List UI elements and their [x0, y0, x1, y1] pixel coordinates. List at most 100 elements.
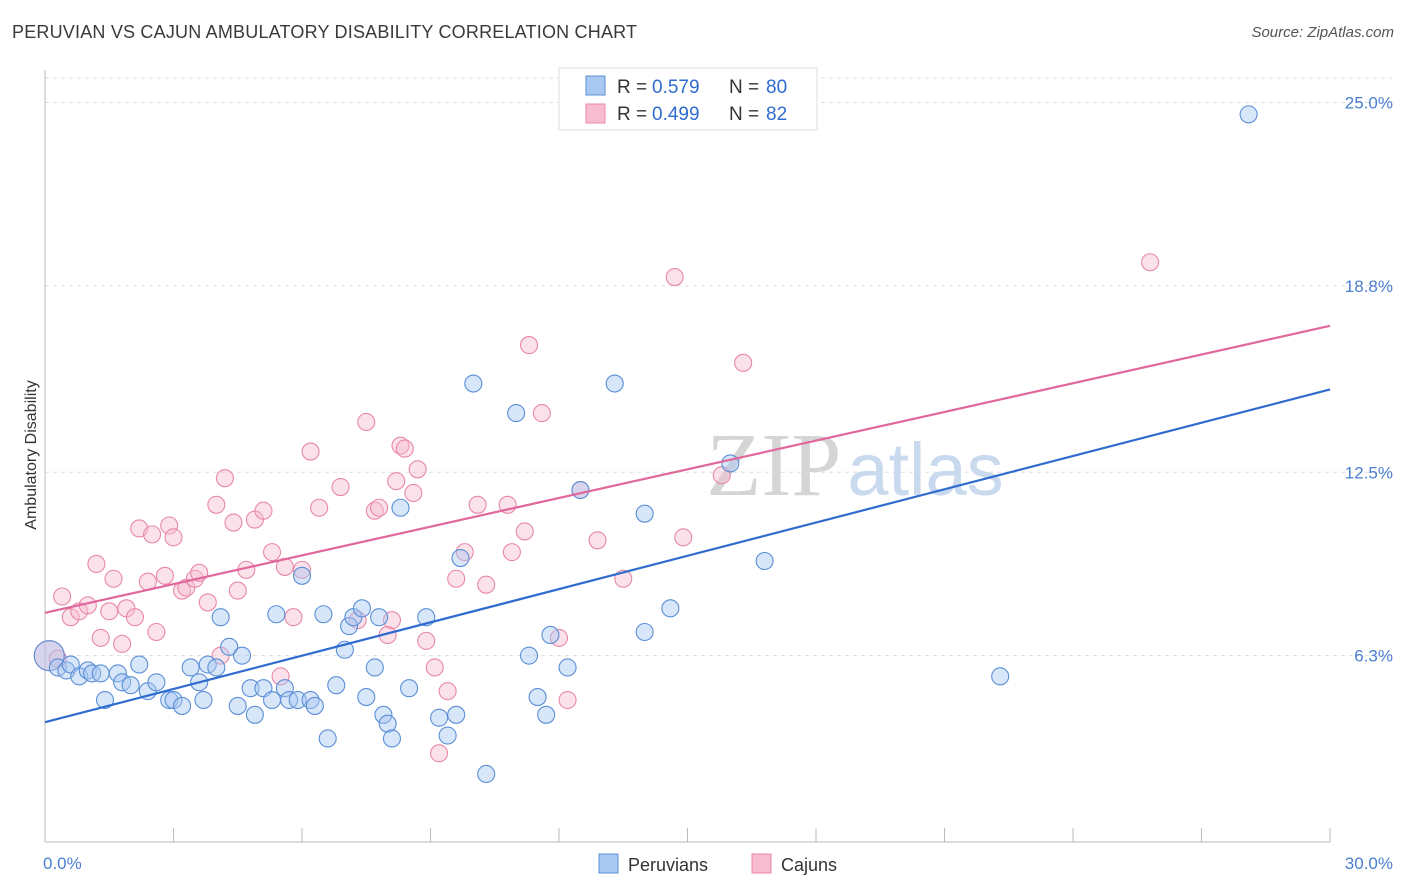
cajun-point — [310, 498, 329, 517]
peruvian-point — [464, 374, 483, 393]
peruvian-point — [173, 696, 192, 715]
legend-n-label-1: N = — [729, 77, 759, 98]
peruvian-point — [374, 705, 393, 724]
y-tick-label-0: 6.3% — [1354, 647, 1393, 666]
cajun-point — [468, 495, 487, 514]
cajun-point — [532, 404, 551, 423]
cajun-point — [301, 442, 320, 461]
peruvian-point — [292, 566, 312, 585]
peruvian-point — [275, 679, 294, 698]
peruvian-point — [352, 599, 372, 618]
axes — [44, 70, 1331, 843]
peruvian-point — [130, 655, 149, 674]
peruvian-point — [605, 374, 624, 393]
peruvian-point — [228, 696, 247, 715]
cajun-point — [125, 608, 144, 627]
cajun-point — [588, 531, 607, 550]
y-axis-label: Ambulatory Disability — [23, 380, 40, 529]
peruvian-point — [108, 664, 127, 683]
legend-r-value-2: 0.499 — [652, 104, 700, 125]
peruvian-point — [635, 504, 654, 523]
cajun-point — [417, 631, 436, 650]
peruvian-point — [370, 608, 389, 627]
cajun-point — [198, 593, 217, 612]
peruvian-point — [1239, 105, 1258, 124]
peruvian-point — [318, 729, 337, 748]
cajun-point — [408, 460, 427, 479]
watermark: ZIPatlas — [706, 416, 1003, 515]
cajun-point — [734, 353, 753, 372]
peruvian-point — [245, 705, 264, 724]
cajun-point — [113, 634, 132, 653]
peruvian-point — [507, 404, 526, 423]
peruvian-point — [400, 679, 419, 698]
y-tick-labels: 6.3% 12.5% 18.8% 25.0% — [1345, 94, 1393, 666]
peruvian-point — [232, 646, 252, 665]
peruvian-point — [33, 640, 65, 672]
cajun-point — [1141, 253, 1160, 272]
cajun-point — [143, 525, 162, 544]
x-tick-label-0: 0.0% — [43, 854, 82, 873]
cajun-point — [404, 483, 423, 503]
stats-legend: R = 0.579 N = 80 R = 0.499 N = 82 — [558, 67, 818, 131]
peruvian-point — [181, 658, 200, 677]
legend-n-value-2: 82 — [766, 104, 787, 125]
peruvian-point — [327, 676, 346, 695]
legend-swatch-peruvians — [585, 75, 606, 96]
bottom-legend-swatch-peruvians — [598, 853, 619, 874]
cajun-point — [425, 658, 444, 677]
peruvian-point — [378, 714, 397, 733]
cajun-point — [147, 622, 166, 642]
peruvian-point — [121, 676, 140, 695]
peruvian-point — [661, 599, 680, 618]
y-tick-label-3: 25.0% — [1345, 94, 1393, 113]
series-legend: Peruvians Cajuns — [598, 853, 837, 875]
cajun-point — [164, 528, 183, 547]
x-tick-labels: 0.0% 30.0% — [43, 854, 1393, 873]
source-credit: Source: ZipAtlas.com — [1251, 24, 1394, 41]
cajun-point — [271, 667, 290, 686]
cajun-point — [224, 513, 243, 532]
peruvian-point — [391, 498, 410, 517]
peruvian-point — [357, 688, 376, 707]
peruvian-point — [477, 764, 496, 784]
cajun-point — [284, 608, 303, 627]
peruvian-point — [241, 679, 260, 698]
cajun-point — [665, 267, 684, 287]
cajun-point — [215, 469, 234, 488]
cajun-point — [100, 602, 119, 621]
cajun-point — [262, 543, 282, 562]
cajun-point — [292, 560, 312, 579]
peruvian-point — [95, 690, 115, 710]
cajun-point — [228, 581, 247, 600]
peruvian-point — [267, 605, 286, 624]
peruvian-point — [519, 646, 539, 665]
cajuns-trend-line — [44, 324, 1331, 614]
peruvian-point — [147, 673, 166, 692]
cajun-point — [207, 495, 226, 514]
bottom-legend-swatch-cajuns — [751, 853, 772, 874]
chart-title: PERUVIAN VS CAJUN AMBULATORY DISABILITY … — [12, 22, 638, 42]
cajun-point — [87, 554, 106, 574]
peruvian-point — [207, 658, 226, 677]
cajun-point — [53, 587, 72, 606]
bottom-legend-label-peruvians: Peruvians — [628, 855, 708, 875]
cajun-point — [357, 412, 376, 432]
peruvian-point — [447, 705, 466, 724]
cajun-point — [91, 628, 110, 647]
cajun-point — [430, 744, 449, 763]
cajun-point — [370, 498, 389, 517]
cajun-point — [477, 575, 496, 594]
cajun-point — [331, 478, 350, 497]
cajun-point — [558, 690, 577, 710]
cajun-point — [519, 336, 539, 355]
peruvian-point — [262, 690, 282, 710]
legend-r-label-2: R = — [617, 104, 647, 125]
cajun-point — [447, 569, 466, 588]
legend-swatch-cajuns — [585, 103, 606, 124]
peruvian-point — [528, 688, 547, 707]
peruvian-point — [558, 658, 577, 677]
peruvian-point — [430, 708, 449, 727]
peruvian-point — [755, 551, 774, 571]
